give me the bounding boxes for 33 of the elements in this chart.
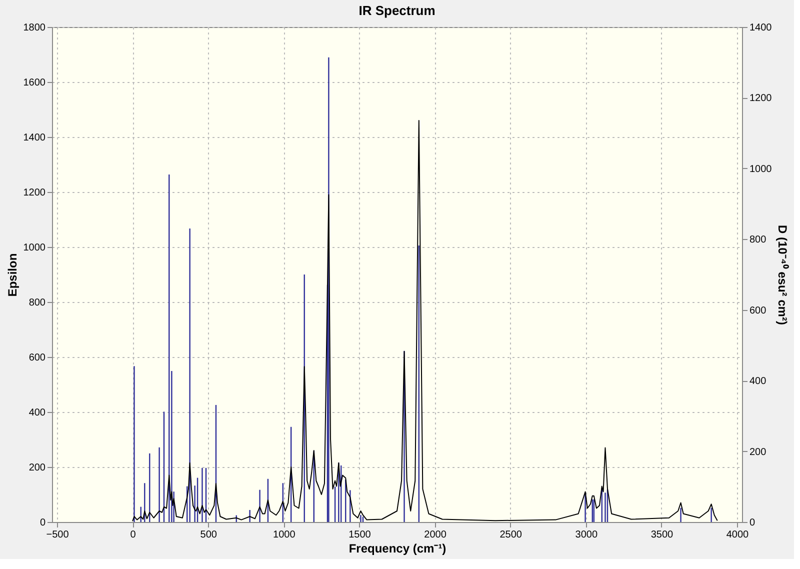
x-tick-label: 3000 [575,530,598,540]
y-axis-title: Epsilon [5,253,20,297]
y2-tick-label: 400 [750,376,767,388]
x-tick-label: 3500 [650,530,674,540]
y2-tick-label: 200 [750,446,767,458]
y2-tick-label: 1200 [750,93,772,104]
y-tick-label: 0 [40,518,46,528]
y-tick-label: 1400 [23,132,46,144]
y2-tick-label: 1400 [750,22,772,34]
x-tick-label: −500 [46,530,70,540]
y2-tick-label: 1000 [750,164,772,175]
chart-title: IR Spectrum [358,3,436,18]
x-tick-label: 1500 [348,530,372,540]
x-tick-label: 500 [200,530,218,540]
y-tick-label: 1000 [23,242,46,254]
y-tick-label: 1600 [23,78,46,88]
y-tick-label: 200 [28,462,46,474]
x-axis-title: Frequency (cm⁻¹) [348,542,446,556]
y-tick-label: 400 [28,408,46,418]
x-tick-label: 2500 [500,530,522,540]
y-tick-label: 1800 [23,22,46,34]
x-tick-label: 2000 [424,530,447,540]
line-series [132,120,718,522]
y-tick-label: 800 [28,298,46,308]
y-tick-label: 600 [28,352,46,364]
y2-tick-label: 0 [750,518,756,528]
x-tick-label: 1000 [273,530,296,540]
y-tick-label: 1200 [23,188,46,198]
y2-tick-label: 800 [750,234,767,246]
x-tick-label: 4000 [726,530,750,540]
y2-axis-title: D (10⁻⁴⁰ esu² cm²) [776,225,790,325]
y2-tick-label: 600 [750,305,767,316]
x-tick-label: 0 [130,530,136,540]
